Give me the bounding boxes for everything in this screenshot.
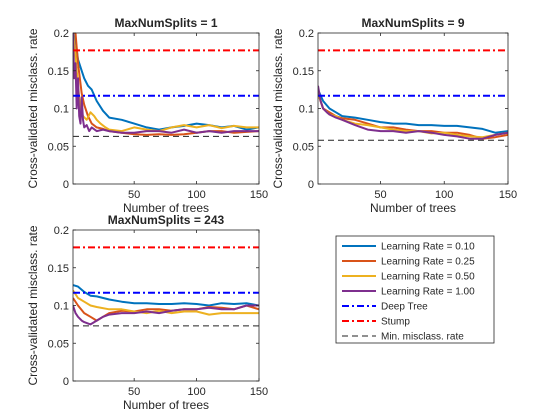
plot-area: [318, 33, 508, 184]
series-group: [73, 246, 259, 327]
x-axis-label: Number of trees: [123, 201, 209, 215]
chart-title: MaxNumSplits = 9: [361, 16, 464, 30]
series-line-1: [318, 89, 508, 134]
x-tick-label: 100: [187, 189, 205, 201]
x-tick-label: 50: [128, 386, 140, 398]
y-axis-label: Cross-validated misclass. rate: [26, 28, 40, 188]
series-group: [73, 33, 259, 137]
y-tick-label: 0.05: [48, 141, 69, 153]
y-tick-label: 0: [308, 179, 314, 191]
x-axis-label: Number of trees: [123, 398, 209, 412]
legend: Learning Rate = 0.10 Learning Rate = 0.25…: [335, 235, 495, 344]
legend-label-3: Learning Rate = 0.50: [381, 272, 475, 283]
plot-area: [73, 33, 259, 184]
y-tick-label: 0.05: [48, 338, 69, 350]
x-tick-label: 150: [499, 189, 517, 201]
series-line-4: [73, 304, 259, 326]
legend-label-4: Learning Rate = 1.00: [381, 287, 475, 298]
y-tick-label: 0.2: [54, 28, 69, 40]
legend-label-5: Deep Tree: [381, 302, 428, 313]
x-axis-label: Number of trees: [370, 201, 456, 215]
y-axis-label: Cross-validated misclass. rate: [26, 225, 40, 385]
y-tick-label: 0.15: [48, 66, 69, 78]
chart-panel-2: 0 0.05 0.1 0.15 0.2 50 100 150 MaxNumSplits = 9 N…: [271, 16, 517, 215]
legend-label-6: Stump: [381, 317, 410, 328]
x-tick-label: 150: [250, 189, 268, 201]
y-tick-label: 0.1: [54, 301, 69, 313]
y-tick-label: 0: [63, 179, 69, 191]
chart-title: MaxNumSplits = 243: [108, 213, 225, 227]
x-tick-label: 100: [435, 189, 453, 201]
y-tick-label: 0.05: [293, 141, 314, 153]
series-group: [318, 49, 508, 141]
y-tick-label: 0.1: [299, 104, 314, 116]
chart-title: MaxNumSplits = 1: [114, 16, 217, 30]
y-tick-label: 0.2: [299, 28, 314, 40]
series-line-1: [73, 284, 259, 307]
y-tick-label: 0.2: [54, 225, 69, 237]
y-axis-label: Cross-validated misclass. rate: [271, 28, 285, 188]
chart-panel-1: 0 0.05 0.1 0.15 0.2 50 100 150 MaxNumSplits = 1 N…: [26, 16, 268, 215]
legend-label-1: Learning Rate = 0.10: [381, 242, 475, 253]
y-tick-label: 0.15: [48, 263, 69, 275]
series-line-2: [73, 297, 259, 322]
x-tick-label: 50: [374, 189, 386, 201]
legend-label-7: Min. misclass. rate: [381, 332, 464, 343]
plot-area: [73, 230, 259, 381]
chart-panel-3: 0 0.05 0.1 0.15 0.2 50 100 150 MaxNumSplits = 24…: [26, 213, 268, 412]
x-tick-label: 100: [187, 386, 205, 398]
series-line-4: [318, 85, 508, 140]
series-line-4: [73, 33, 259, 134]
legend-box: [335, 235, 495, 344]
series-line-3: [318, 93, 508, 139]
x-tick-label: 150: [250, 386, 268, 398]
y-tick-label: 0.1: [54, 104, 69, 116]
x-tick-label: 50: [128, 189, 140, 201]
y-tick-label: 0.15: [293, 66, 314, 78]
y-tick-label: 0: [63, 376, 69, 388]
legend-label-2: Learning Rate = 0.25: [381, 257, 475, 268]
